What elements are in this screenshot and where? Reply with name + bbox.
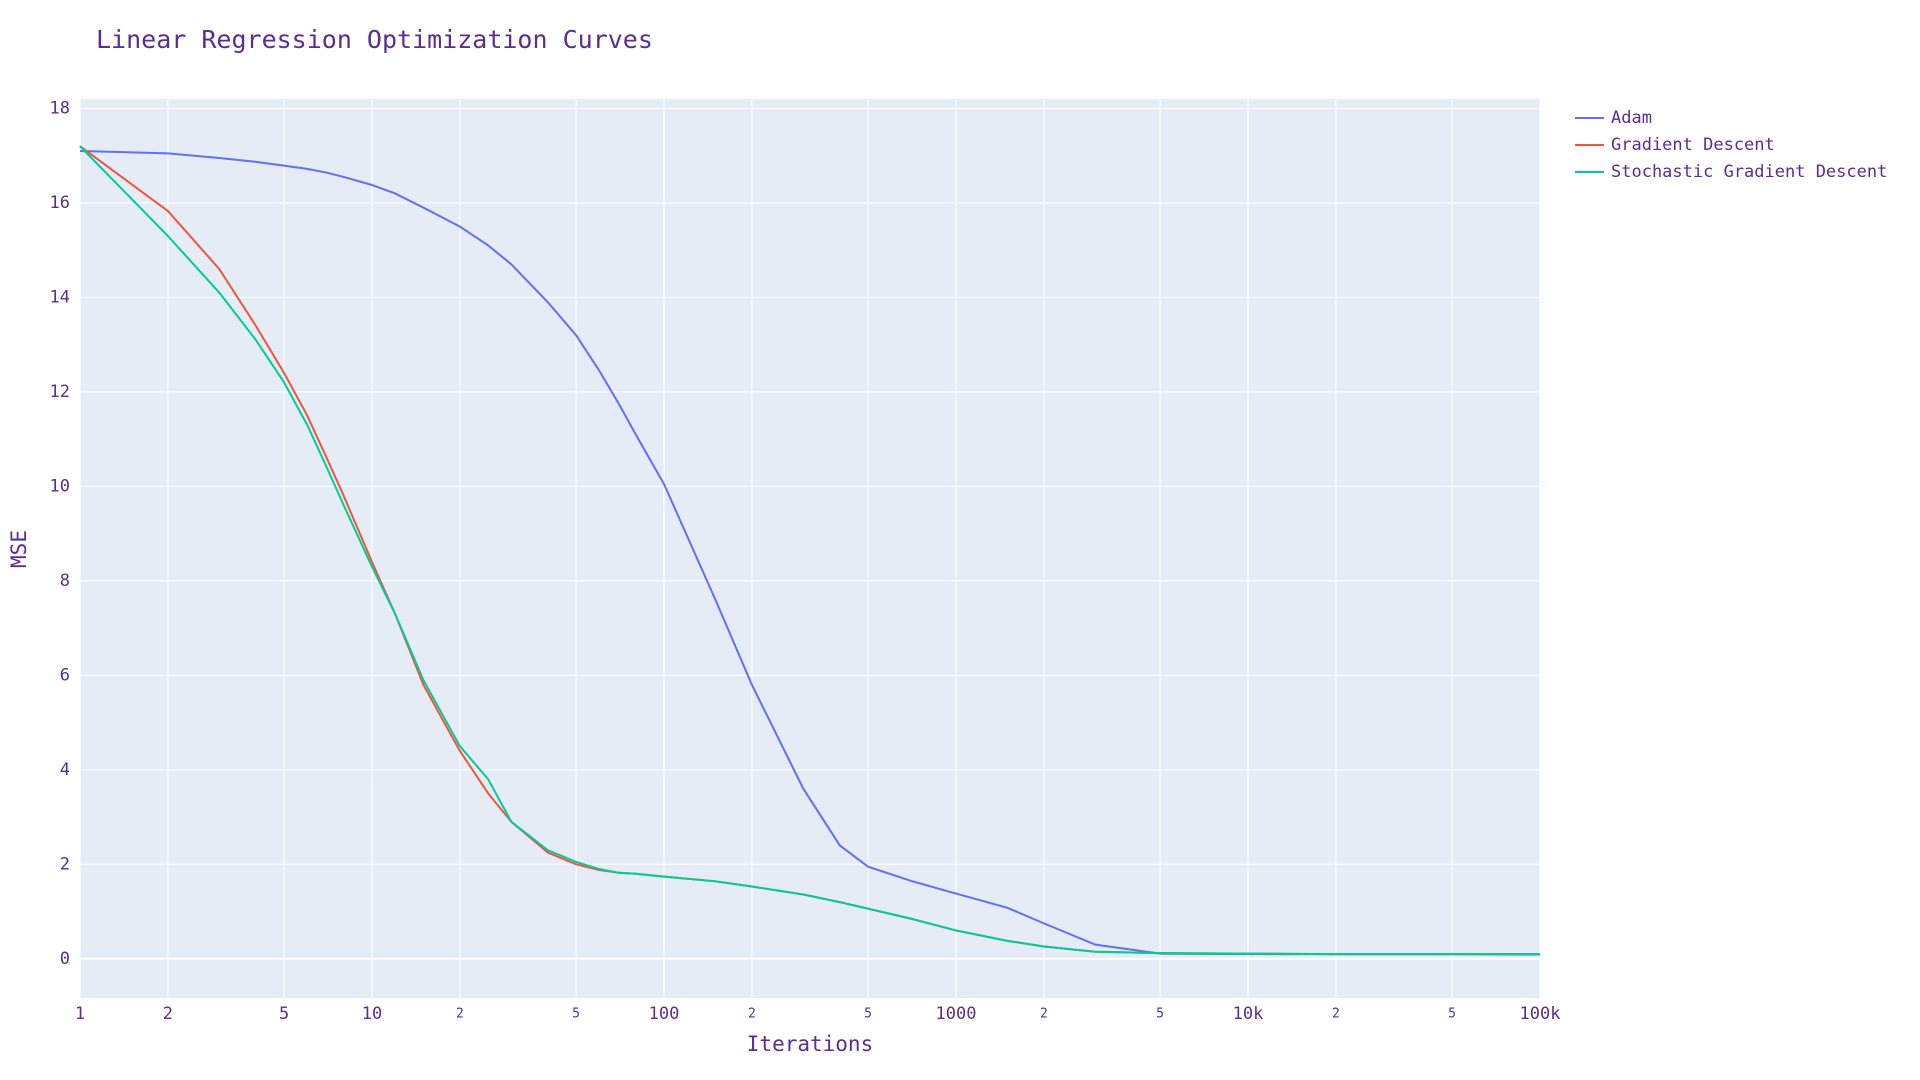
x-tick-label: 2 [748,1007,756,1022]
legend-label: Adam [1611,108,1652,128]
x-tick-label: 5 [1156,1007,1164,1022]
x-axis-label: Iterations [747,1032,873,1056]
x-tick-label: 5 [1448,1007,1456,1022]
y-tick-label: 8 [60,571,70,591]
y-tick-label: 14 [50,287,70,307]
y-tick-label: 6 [60,665,70,685]
y-tick-label: 12 [50,382,70,402]
x-tick-label: 10 [362,1004,382,1024]
x-tick-label: 100k [1520,1004,1561,1024]
y-axis-label: MSE [7,530,31,568]
x-tick-label: 1 [75,1004,85,1024]
x-tick-label: 1000 [936,1004,977,1024]
x-tick-label: 5 [864,1007,872,1022]
series-line [79,145,1540,956]
y-tick-label: 16 [50,193,70,213]
y-tick-label: 2 [60,854,70,874]
x-tick-label: 100 [649,1004,680,1024]
legend-label: Gradient Descent [1611,135,1775,155]
series-line [79,149,1541,956]
x-tick-label: 5 [279,1004,289,1024]
plot-area [80,99,1540,998]
y-tick-label: 0 [60,949,70,969]
y-tick-label: 10 [50,476,70,496]
x-tick-label: 2 [456,1007,464,1022]
x-tick-label: 2 [1332,1007,1340,1022]
x-tick-label: 5 [572,1007,580,1022]
x-tick-label: 2 [1040,1007,1048,1022]
y-tick-label: 4 [60,760,70,780]
chart-title: Linear Regression Optimization Curves [96,25,653,54]
y-tick-label: 18 [50,98,70,118]
legend-label: Stochastic Gradient Descent [1611,162,1887,182]
x-tick-label: 10k [1233,1004,1264,1024]
x-tick-label: 2 [163,1004,173,1024]
